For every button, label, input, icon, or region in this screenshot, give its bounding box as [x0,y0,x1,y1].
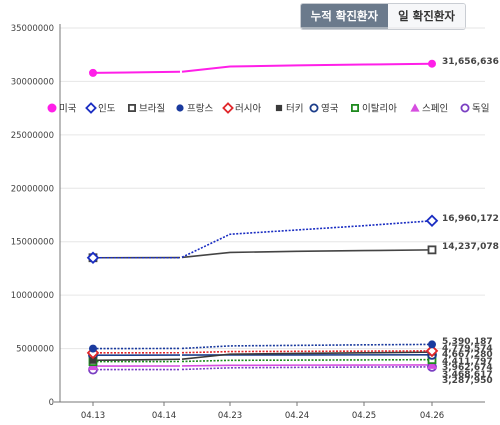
series-marker [427,245,437,255]
series-line [181,249,433,259]
tab-daily-cases[interactable]: 일 확진환자 [388,4,465,29]
legend-marker [85,102,97,114]
y-tick-label: 5000000 [16,345,54,355]
tab-cumulative-cases[interactable]: 누적 확진환자 [300,4,389,29]
x-tick-label: 04.25 [352,411,376,421]
series-end-label: 5,390,187 [442,337,493,347]
legend-marker [47,103,57,113]
legend-marker [176,104,184,112]
x-tick-label: 04.23 [218,411,242,421]
y-tick-label: 30000000 [11,77,54,87]
series-end-label: 3,287,950 [442,376,493,386]
legend-marker [350,104,359,113]
series-marker [89,356,97,364]
series-end-label: 31,656,636 [442,57,499,67]
series-end-label: 3,962,674 [442,363,493,373]
series-line [181,350,433,354]
legend-marker [460,103,470,113]
legend-label: 인도 [98,104,116,115]
series-marker [89,68,97,77]
y-tick-label: 0 [49,398,54,408]
legend-label: 영국 [321,104,339,115]
series-end-label: 3,468,617 [442,370,493,380]
legend-label: 독일 [472,104,489,115]
series-marker [425,344,439,358]
series-line [181,343,433,350]
series-end-label: 4,411,797 [442,357,493,367]
series-line [181,62,433,73]
legend-label: 미국 [59,104,77,115]
legend-label: 러시아 [235,104,261,115]
legend-label: 브라질 [139,103,165,115]
legend-label: 터키 [286,104,303,115]
legend-marker [127,104,136,113]
legend-label: 이탈리아 [362,103,397,115]
series-line [181,364,433,367]
series-end-label: 16,960,172 [442,214,499,224]
y-tick-label: 25000000 [11,131,54,141]
legend-label: 프랑스 [187,103,213,115]
x-tick-label: 04.14 [152,411,176,421]
legend-label: 스페인 [422,104,448,115]
legend-marker [410,103,420,112]
series-marker [425,214,439,228]
y-tick-label: 35000000 [11,24,54,34]
series-line [181,366,433,371]
series-line [181,219,433,258]
y-tick-label: 15000000 [11,238,54,248]
y-tick-label: 20000000 [11,184,54,194]
legend-marker [309,103,319,113]
series-end-label: 4,779,574 [442,344,493,354]
x-tick-label: 04.13 [81,411,105,421]
legend-marker [222,102,234,114]
chart-tab-group: 누적 확진환자 일 확진환자 [299,3,466,30]
series-marker [428,59,436,68]
series-marker [427,359,437,369]
series-marker [86,251,100,265]
series-marker [428,340,436,349]
y-tick-label: 10000000 [11,291,54,301]
series-end-label: 4,667,280 [442,350,493,360]
series-marker [89,344,97,353]
x-tick-label: 04.26 [420,411,444,421]
series-line-segment [92,70,181,74]
legend-marker [275,104,283,112]
series-line [181,358,433,363]
series-line [181,351,433,360]
series-line-segment [92,358,181,362]
series-end-label: 14,237,078 [442,242,499,252]
x-tick-label: 04.24 [285,411,309,421]
